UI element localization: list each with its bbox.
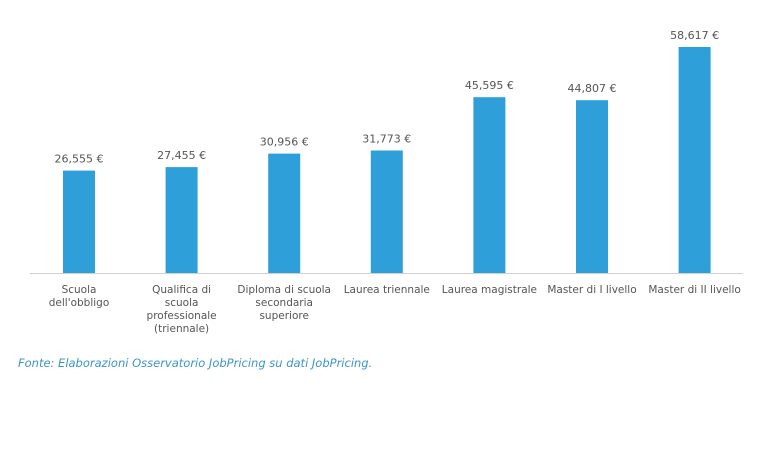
- category-label-line: dell'obbligo: [49, 297, 110, 309]
- bar: [63, 170, 95, 273]
- category-labels-group: Scuola dell'obbligo Qualifica di scuola prof…: [49, 284, 741, 335]
- category-label: Master di II livello: [648, 284, 740, 296]
- bar: [370, 150, 403, 273]
- category-label-line: Master di I livello: [547, 284, 636, 296]
- category-label: Diploma di scuola secondaria superiore: [237, 284, 331, 322]
- bar: [165, 167, 198, 273]
- bar-value-label: 26,555 €: [55, 153, 104, 166]
- category-label-line: superiore: [259, 310, 308, 322]
- category-label-line: (triennale): [154, 323, 209, 335]
- category-label-line: professionale: [147, 310, 217, 322]
- bar: [576, 100, 608, 273]
- category-label-line: Diploma di scuola: [237, 284, 331, 296]
- bar-value-label: 45,595 €: [465, 79, 514, 92]
- category-label: Laurea magistrale: [442, 284, 537, 296]
- bar-chart: 26,555 € 27,455 € 30,956 € 31,773 € 45,595 €…: [30, 29, 743, 335]
- bar-value-label: 58,617 €: [670, 29, 719, 42]
- category-label-line: secondaria: [255, 297, 313, 309]
- category-label: Laurea triennale: [344, 284, 430, 296]
- bar: [473, 97, 506, 273]
- source-note: Fonte: Elaborazioni Osservatorio JobPric…: [18, 356, 373, 370]
- bar-value-label: 31,773 €: [362, 133, 411, 146]
- category-label: Scuola dell'obbligo: [49, 284, 110, 309]
- category-label: Master di I livello: [547, 284, 636, 296]
- category-label-line: Scuola: [62, 284, 97, 296]
- bar: [268, 153, 301, 273]
- bar-value-label: 30,956 €: [260, 136, 309, 149]
- category-label-line: scuola: [165, 297, 199, 309]
- bars-group: [63, 47, 711, 273]
- category-label: Qualifica di scuola professionale (triennal…: [147, 284, 217, 335]
- bar-value-label: 27,455 €: [157, 149, 206, 162]
- category-label-line: Master di II livello: [648, 284, 740, 296]
- category-label-line: Laurea triennale: [344, 284, 430, 296]
- category-label-line: Laurea magistrale: [442, 284, 537, 296]
- bar: [678, 47, 711, 273]
- bar-value-label: 44,807 €: [568, 82, 617, 95]
- value-labels-group: 26,555 € 27,455 € 30,956 € 31,773 € 45,595 €…: [55, 29, 720, 166]
- category-label-line: Qualifica di: [152, 284, 211, 296]
